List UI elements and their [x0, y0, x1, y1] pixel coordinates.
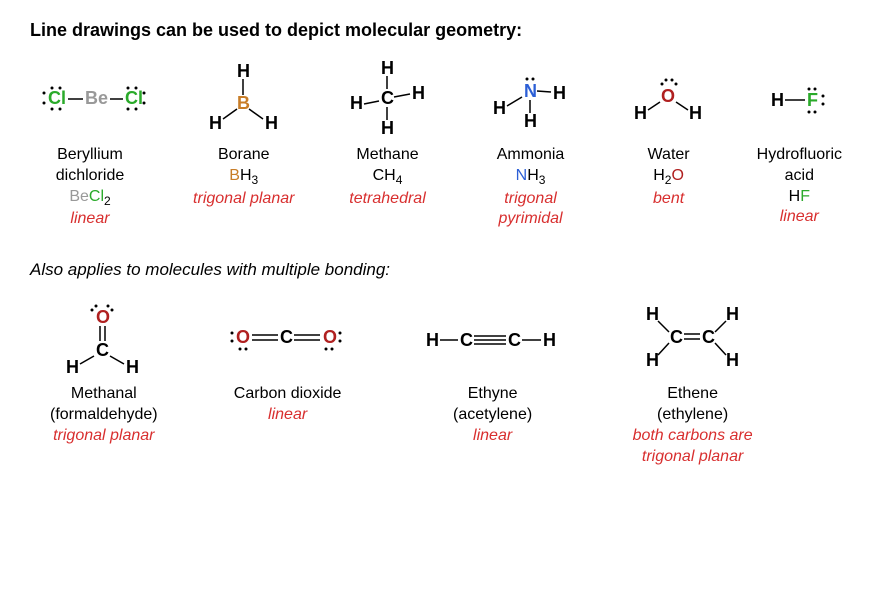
svg-text:H: H — [209, 113, 222, 133]
molecule-nh3: N H H H Ammonia NH3 trigonal pyrimidal — [481, 59, 581, 230]
svg-text:B: B — [237, 93, 250, 113]
svg-text:H: H — [237, 61, 250, 81]
diagram-becl2: Cl Be Cl — [30, 59, 150, 139]
formula: HF — [789, 187, 810, 208]
svg-text:H: H — [634, 103, 647, 123]
svg-text:H: H — [426, 330, 439, 350]
svg-text:H: H — [381, 118, 394, 138]
diagram-c2h2: H C C H — [418, 298, 568, 378]
name-line1: Borane — [218, 145, 270, 166]
svg-text:H: H — [126, 357, 139, 377]
svg-text:O: O — [323, 327, 337, 347]
name-line2: dichloride — [56, 166, 124, 187]
svg-text:H: H — [543, 330, 556, 350]
svg-text:H: H — [412, 83, 425, 103]
name-line2: (ethylene) — [657, 405, 728, 426]
geometry: tetrahedral — [349, 189, 426, 210]
svg-text:H: H — [381, 59, 394, 78]
name-line1: Hydrofluoric — [757, 145, 842, 166]
formula: H2O — [653, 166, 684, 189]
formula: NH3 — [516, 166, 546, 189]
name-line1: Ethene — [667, 384, 718, 405]
diagram-bh3: B H H H — [199, 59, 289, 139]
name-line1: Carbon dioxide — [234, 384, 342, 405]
svg-text:C: C — [460, 330, 473, 350]
svg-text:H: H — [553, 83, 566, 103]
diagram-c2h4: C C H H H H — [628, 298, 758, 378]
molecule-c2h4: C C H H H H Ethene (ethylene) both carbo… — [628, 298, 758, 467]
svg-text:F: F — [807, 90, 818, 110]
name-line2: acid — [785, 166, 814, 187]
svg-text:O: O — [96, 307, 110, 327]
molecule-c2h2: H C C H Ethyne (acetylene) linear — [418, 298, 568, 467]
name-line1: Ethyne — [468, 384, 518, 405]
geometry: linear — [473, 426, 512, 447]
svg-text:H: H — [524, 111, 537, 131]
name-line1: Ammonia — [497, 145, 565, 166]
molecule-ch2o: O C H H Methanal (formaldehyde) trigonal… — [50, 298, 158, 467]
diagram-h2o: O H H — [624, 59, 714, 139]
svg-text:Cl: Cl — [125, 88, 143, 108]
molecule-ch4: C H H H H Methane CH4 tetrahedral — [338, 59, 438, 230]
formula: BeCl2 — [69, 187, 110, 210]
svg-text:H: H — [350, 93, 363, 113]
geometry: bent — [653, 189, 684, 210]
svg-text:H: H — [646, 304, 659, 324]
molecule-co2: O C O Carbon dioxide linear — [218, 298, 358, 467]
svg-text:C: C — [508, 330, 521, 350]
geometry: trigonal planar — [53, 426, 154, 447]
name-line1: Methanal — [71, 384, 137, 405]
molecule-row-1: Cl Be Cl Beryllium dichloride BeCl2 line… — [30, 59, 842, 230]
molecule-hf: H F Hydrofluoric acid HF linear — [757, 59, 842, 230]
geometry: linear — [268, 405, 307, 426]
name-line1: Water — [648, 145, 690, 166]
geometry: linear — [70, 209, 109, 230]
svg-text:C: C — [280, 327, 293, 347]
formula: CH4 — [373, 166, 403, 189]
svg-text:H: H — [646, 350, 659, 370]
svg-text:H: H — [493, 98, 506, 118]
diagram-ch4: C H H H H — [338, 59, 438, 139]
svg-text:H: H — [771, 90, 784, 110]
page-title: Line drawings can be used to depict mole… — [30, 20, 842, 41]
svg-text:H: H — [726, 304, 739, 324]
molecule-row-2: O C H H Methanal (formaldehyde) trigonal… — [30, 298, 842, 467]
svg-text:N: N — [524, 81, 537, 101]
geometry-2: pyrimidal — [499, 209, 563, 230]
svg-text:C: C — [96, 340, 109, 360]
svg-text:O: O — [661, 86, 675, 106]
svg-text:H: H — [726, 350, 739, 370]
svg-text:O: O — [236, 327, 250, 347]
formula: BH3 — [229, 166, 258, 189]
diagram-co2: O C O — [218, 298, 358, 378]
molecule-bh3: B H H H Borane BH3 trigonal planar — [193, 59, 294, 230]
molecule-becl2: Cl Be Cl Beryllium dichloride BeCl2 line… — [30, 59, 150, 230]
svg-text:H: H — [265, 113, 278, 133]
svg-text:H: H — [66, 357, 79, 377]
molecule-h2o: O H H Water H2O bent — [624, 59, 714, 230]
geometry: linear — [780, 207, 819, 228]
name-line2: (acetylene) — [453, 405, 532, 426]
svg-text:C: C — [670, 327, 683, 347]
geometry: trigonal planar — [193, 189, 294, 210]
svg-text:Be: Be — [85, 88, 108, 108]
diagram-hf: H F — [759, 59, 839, 139]
geometry-1: both carbons are — [633, 426, 753, 447]
diagram-nh3: N H H H — [481, 59, 581, 139]
geometry-1: trigonal — [504, 189, 556, 210]
svg-text:C: C — [381, 88, 394, 108]
svg-text:C: C — [702, 327, 715, 347]
name-line2: (formaldehyde) — [50, 405, 158, 426]
svg-text:Cl: Cl — [48, 88, 66, 108]
name-line1: Beryllium — [57, 145, 123, 166]
name-line1: Methane — [356, 145, 418, 166]
diagram-ch2o: O C H H — [54, 298, 154, 378]
geometry-2: trigonal planar — [642, 447, 743, 468]
subtitle: Also applies to molecules with multiple … — [30, 260, 842, 280]
svg-text:H: H — [689, 103, 702, 123]
